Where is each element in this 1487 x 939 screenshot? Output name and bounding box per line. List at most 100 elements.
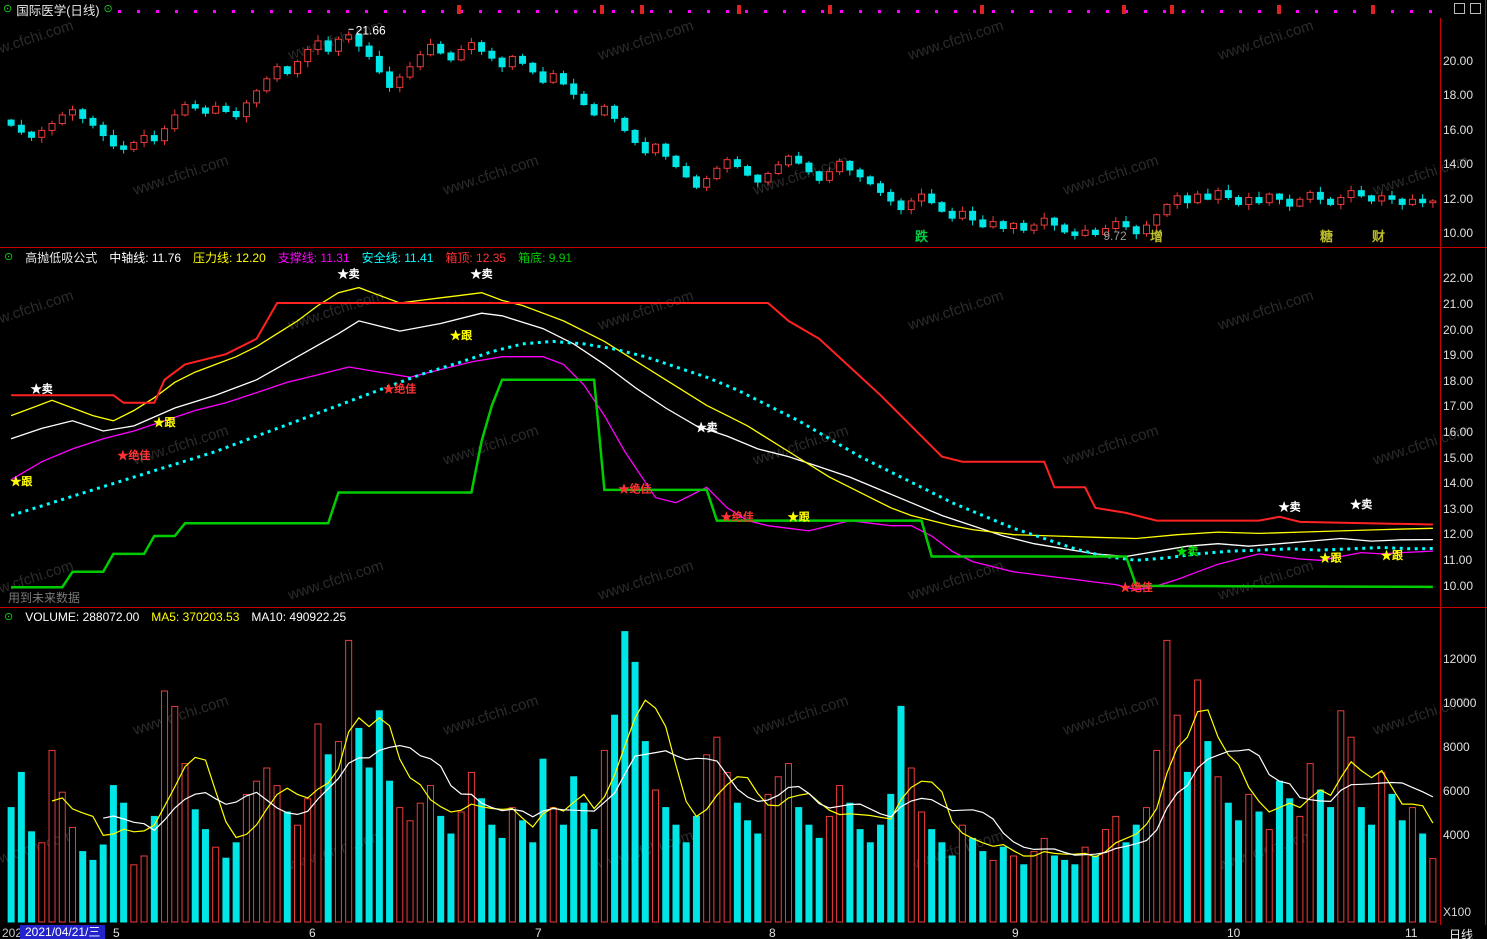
candle-body	[1245, 197, 1253, 205]
volume-bar	[314, 723, 322, 923]
candle-body	[1388, 195, 1396, 200]
candle-body	[856, 169, 864, 178]
candle-body	[457, 49, 465, 61]
future-data-note: 用到未来数据	[8, 591, 81, 605]
volume-bar	[171, 705, 179, 923]
candle-body	[406, 66, 414, 78]
signal-dot	[441, 10, 444, 13]
candle-body	[324, 40, 332, 52]
candle-body	[713, 167, 721, 180]
candle-body	[355, 34, 363, 47]
signal-dot	[403, 10, 406, 13]
volume-bar	[989, 859, 997, 923]
candles-layer[interactable]	[7, 31, 1437, 240]
window-restore-icon[interactable]	[1454, 3, 1465, 14]
volume-bar	[846, 802, 854, 923]
volume-bar	[1142, 807, 1150, 923]
volume-unit-label: X100	[1443, 905, 1472, 919]
date-prefix: 202	[2, 926, 23, 939]
candle-body	[38, 129, 46, 138]
volume-bar	[979, 851, 987, 923]
signal-dot	[1315, 10, 1318, 13]
signal-dot	[555, 10, 558, 13]
volume-bar	[897, 705, 905, 923]
volume-bar	[1224, 802, 1232, 923]
time-axis-label: 5	[113, 926, 120, 939]
volume-bars-layer[interactable]	[7, 631, 1437, 923]
signal-dot	[460, 10, 463, 13]
candle-body	[447, 52, 455, 61]
volume-bar	[498, 837, 506, 923]
signal-follow: ★跟	[788, 511, 811, 524]
candle-body	[1102, 228, 1110, 236]
volume-bar	[396, 807, 404, 923]
signal-dot	[270, 10, 273, 13]
signal-dot	[726, 10, 729, 13]
volume-bar	[549, 807, 557, 923]
peak-price-label: 21.66	[356, 23, 386, 37]
signal-best: ★绝佳	[383, 382, 416, 396]
candle-body	[437, 43, 445, 54]
volume-bar	[948, 855, 956, 923]
signal-dot	[346, 10, 349, 13]
candle-body	[140, 135, 148, 143]
signal-dot	[574, 10, 577, 13]
volume-bar	[652, 789, 660, 923]
candle-body	[703, 178, 711, 188]
volume-bar	[375, 710, 383, 923]
candle-body	[672, 155, 680, 168]
selected-date[interactable]: 2021/04/21/三	[20, 925, 106, 939]
candle-body	[1204, 193, 1212, 200]
volume-bar	[815, 837, 823, 923]
volume-ma5-line	[51, 699, 1434, 858]
candle-body	[1163, 203, 1171, 216]
signal-dot	[992, 10, 995, 13]
volume-bar	[1173, 714, 1181, 923]
indicator-legend-item: 箱顶: 12.35	[445, 251, 507, 265]
indicator-expand-icon[interactable]: ⊙	[4, 251, 14, 263]
period-selector[interactable]: 日线	[1449, 928, 1474, 939]
indicator-title: 高抛低吸公式	[25, 251, 98, 265]
volume-bar	[1081, 846, 1089, 923]
watermark: www.cfchi.com	[595, 17, 696, 64]
volume-bar	[1347, 736, 1355, 923]
candle-body	[600, 105, 608, 116]
favorite-icon[interactable]: ⊙	[103, 2, 113, 15]
candle-body	[109, 135, 117, 147]
indicator-legend-item: 支撑线: 11.31	[277, 251, 350, 265]
candle-body	[1183, 195, 1191, 204]
volume-bar	[1040, 837, 1048, 923]
candle-body	[1132, 226, 1140, 235]
watermark: www.cfchi.com	[905, 17, 1006, 64]
candle-body	[181, 104, 189, 116]
volume-bar	[1071, 864, 1079, 923]
signal-dot	[878, 10, 881, 13]
volume-bar	[38, 842, 46, 923]
candle-body	[1010, 222, 1018, 230]
candle-body	[498, 57, 506, 68]
candle-body	[273, 66, 281, 80]
window-close-icon[interactable]	[1470, 3, 1481, 14]
window-controls	[1454, 3, 1481, 14]
signal-dot	[764, 10, 767, 13]
volume-bar	[1010, 855, 1018, 923]
candle-body	[641, 141, 649, 154]
low-price-label: 9.72	[1103, 229, 1127, 243]
signal-dot	[213, 10, 216, 13]
signal-best: ★绝佳	[619, 481, 652, 495]
volume-bar	[79, 851, 87, 923]
signal-dot	[897, 10, 900, 13]
signal-mark	[980, 5, 984, 14]
volume-bar	[1357, 807, 1365, 923]
candle-body	[334, 38, 342, 52]
watermark: www.cfchi.com	[1215, 287, 1316, 334]
watermark: www.cfchi.com	[1060, 422, 1161, 469]
candle-body	[386, 71, 394, 88]
candle-body	[1194, 193, 1202, 204]
volume-legend-item: VOLUME: 288072.00	[25, 610, 140, 624]
watermark: www.cfchi.com	[440, 692, 541, 739]
volume-expand-icon[interactable]: ⊙	[4, 610, 14, 623]
signal-sell: ★卖	[696, 420, 718, 434]
volume-bar	[672, 824, 680, 923]
